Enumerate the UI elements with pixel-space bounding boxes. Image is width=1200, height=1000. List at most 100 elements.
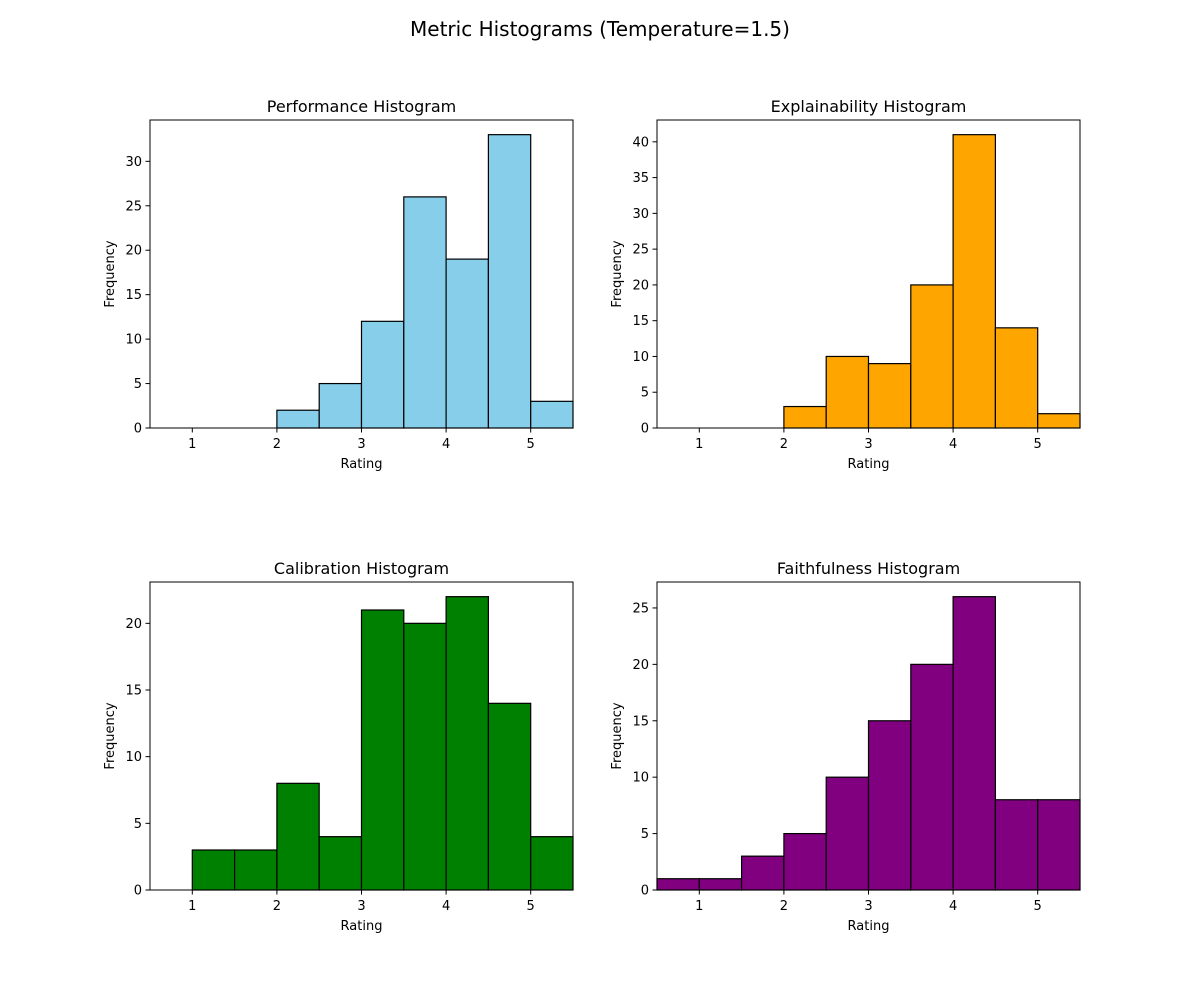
performance-xtick-label: 4 — [442, 437, 450, 452]
calibration-bar — [191, 849, 236, 891]
explainability-bar — [825, 355, 870, 429]
figure-suptitle: Metric Histograms (Temperature=1.5) — [410, 17, 790, 41]
faithfulness-xtick-label: 4 — [949, 899, 957, 914]
performance-title: Performance Histogram — [267, 97, 456, 116]
performance-bar — [276, 409, 320, 429]
faithfulness-bar — [867, 720, 912, 891]
explainability-ytick-label: 20 — [632, 278, 649, 293]
faithfulness-bar — [740, 855, 785, 891]
calibration-ytick-label: 15 — [125, 684, 142, 699]
calibration-bar — [445, 596, 490, 891]
calibration-xtick-label: 5 — [527, 899, 535, 914]
performance-ytick-label: 0 — [134, 422, 142, 437]
faithfulness-ytick-label: 10 — [632, 771, 649, 786]
explainability-ylabel: Frequency — [610, 240, 625, 307]
calibration-title: Calibration Histogram — [274, 559, 449, 578]
calibration-ylabel: Frequency — [103, 702, 118, 769]
explainability-bars — [783, 134, 1081, 429]
performance-bar — [403, 196, 447, 429]
calibration-bar — [318, 836, 363, 891]
faithfulness-xtick-label: 1 — [695, 899, 703, 914]
performance-ytick-label: 5 — [134, 377, 142, 392]
performance-ytick-label: 25 — [125, 199, 142, 214]
faithfulness-xtick-label: 3 — [864, 899, 872, 914]
calibration-xtick-label: 1 — [188, 899, 196, 914]
calibration-xtick-label: 3 — [357, 899, 365, 914]
faithfulness-ytick-label: 25 — [632, 601, 649, 616]
calibration-xtick-label: 2 — [273, 899, 281, 914]
explainability-ytick-label: 5 — [641, 386, 649, 401]
calibration-bar — [530, 836, 574, 891]
calibration-ytick-label: 10 — [125, 750, 142, 765]
performance-ytick-label: 20 — [125, 244, 142, 259]
calibration-bar — [276, 782, 320, 891]
faithfulness-bars — [656, 596, 1081, 891]
performance-bars — [276, 134, 574, 429]
faithfulness-bar — [783, 832, 827, 891]
faithfulness-bar — [910, 663, 954, 891]
calibration-ytick-label: 5 — [134, 817, 142, 832]
explainability-bar — [867, 363, 912, 429]
calibration-ytick-label: 20 — [125, 617, 142, 632]
performance-ytick-label: 15 — [125, 288, 142, 303]
calibration-xlabel: Rating — [341, 919, 383, 934]
performance-ytick-label: 10 — [125, 333, 142, 348]
faithfulness-bar — [952, 596, 996, 891]
performance-xtick-label: 2 — [273, 437, 281, 452]
performance-xtick-label: 3 — [357, 437, 365, 452]
explainability-bar — [1037, 413, 1081, 429]
faithfulness-ytick-label: 5 — [641, 827, 649, 842]
explainability-ytick-label: 40 — [632, 135, 649, 150]
faithfulness-ytick-label: 20 — [632, 658, 649, 673]
calibration-bar — [234, 849, 278, 891]
explainability-ytick-label: 35 — [632, 171, 649, 186]
performance-bar — [318, 382, 363, 429]
explainability-xtick-label: 3 — [864, 437, 872, 452]
faithfulness-xtick-label: 5 — [1034, 899, 1042, 914]
explainability-ytick-label: 30 — [632, 207, 649, 222]
performance-xtick-label: 1 — [188, 437, 196, 452]
faithfulness-xtick-label: 2 — [780, 899, 788, 914]
explainability-bar — [952, 134, 996, 429]
explainability-ytick-label: 10 — [632, 350, 649, 365]
explainability-ytick-label: 25 — [632, 243, 649, 258]
explainability-title: Explainability Histogram — [771, 97, 967, 116]
performance-bar — [487, 134, 532, 429]
faithfulness-bar — [994, 799, 1039, 891]
faithfulness-bar — [1037, 799, 1081, 891]
performance-bar — [530, 400, 574, 429]
subplot-faithfulness: 1 2 3 4 5 0 5 10 15 20 25 Faithfulness Histogram Rat… — [610, 559, 1081, 934]
explainability-ytick-label: 15 — [632, 314, 649, 329]
faithfulness-bar — [656, 878, 700, 891]
calibration-bar — [487, 702, 532, 891]
performance-xlabel: Rating — [341, 457, 383, 472]
calibration-bars — [191, 596, 574, 891]
subplot-explainability: 1 2 3 4 5 0 5 10 15 20 25 30 35 40 Explainability Hist… — [610, 97, 1081, 472]
calibration-bar — [360, 609, 405, 891]
explainability-xtick-label: 4 — [949, 437, 957, 452]
subplot-calibration: 1 2 3 4 5 0 5 10 15 20 Calibration Histogram Rating… — [103, 559, 574, 934]
calibration-bar — [403, 622, 447, 891]
faithfulness-ytick-label: 15 — [632, 714, 649, 729]
performance-bar — [360, 320, 405, 429]
faithfulness-xlabel: Rating — [848, 919, 890, 934]
performance-xtick-label: 5 — [527, 437, 535, 452]
faithfulness-title: Faithfulness Histogram — [777, 559, 960, 578]
faithfulness-ytick-label: 0 — [641, 884, 649, 899]
explainability-bar — [994, 327, 1039, 429]
explainability-bar — [783, 405, 827, 429]
faithfulness-bar — [825, 776, 870, 891]
performance-ylabel: Frequency — [103, 240, 118, 307]
explainability-bar — [910, 284, 954, 429]
explainability-xlabel: Rating — [848, 457, 890, 472]
performance-bar — [445, 258, 490, 429]
explainability-ytick-label: 0 — [641, 422, 649, 437]
calibration-xtick-label: 4 — [442, 899, 450, 914]
explainability-xtick-label: 1 — [695, 437, 703, 452]
subplot-performance: 1 2 3 4 5 0 5 10 15 20 25 30 Performance Histogram Ra… — [103, 97, 574, 472]
performance-ytick-label: 30 — [125, 155, 142, 170]
faithfulness-ylabel: Frequency — [610, 702, 625, 769]
calibration-ytick-label: 0 — [134, 884, 142, 899]
